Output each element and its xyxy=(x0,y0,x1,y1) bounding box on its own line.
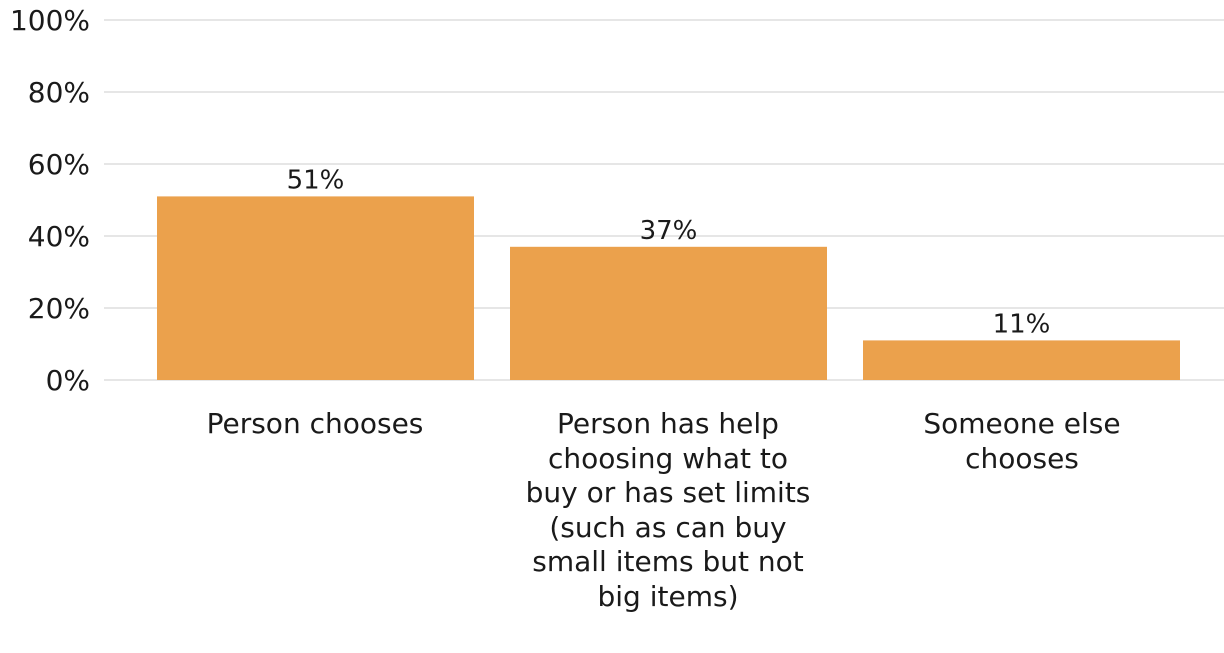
bar xyxy=(510,246,827,380)
data-label: 37% xyxy=(640,216,698,246)
x-tick-label: Someone else chooses xyxy=(923,407,1121,475)
data-labels: 51% 37% 11% xyxy=(287,165,1051,339)
y-tick-label: 20% xyxy=(28,292,90,325)
bars xyxy=(157,196,1180,380)
y-tick-label: 80% xyxy=(28,76,90,109)
data-label: 11% xyxy=(993,309,1051,339)
x-tick-label: Person has help choosing what to buy or … xyxy=(525,407,811,613)
y-tick-label: 40% xyxy=(28,220,90,253)
y-tick-label: 0% xyxy=(46,364,90,397)
bar xyxy=(157,196,474,380)
bar xyxy=(863,340,1180,380)
x-tick-label: Person chooses xyxy=(206,407,424,440)
data-label: 51% xyxy=(287,165,345,195)
y-tick-label: 60% xyxy=(28,148,90,181)
y-axis-tick-labels: 0% 20% 40% 60% 80% 100% xyxy=(10,4,90,397)
y-tick-label: 100% xyxy=(10,4,90,37)
